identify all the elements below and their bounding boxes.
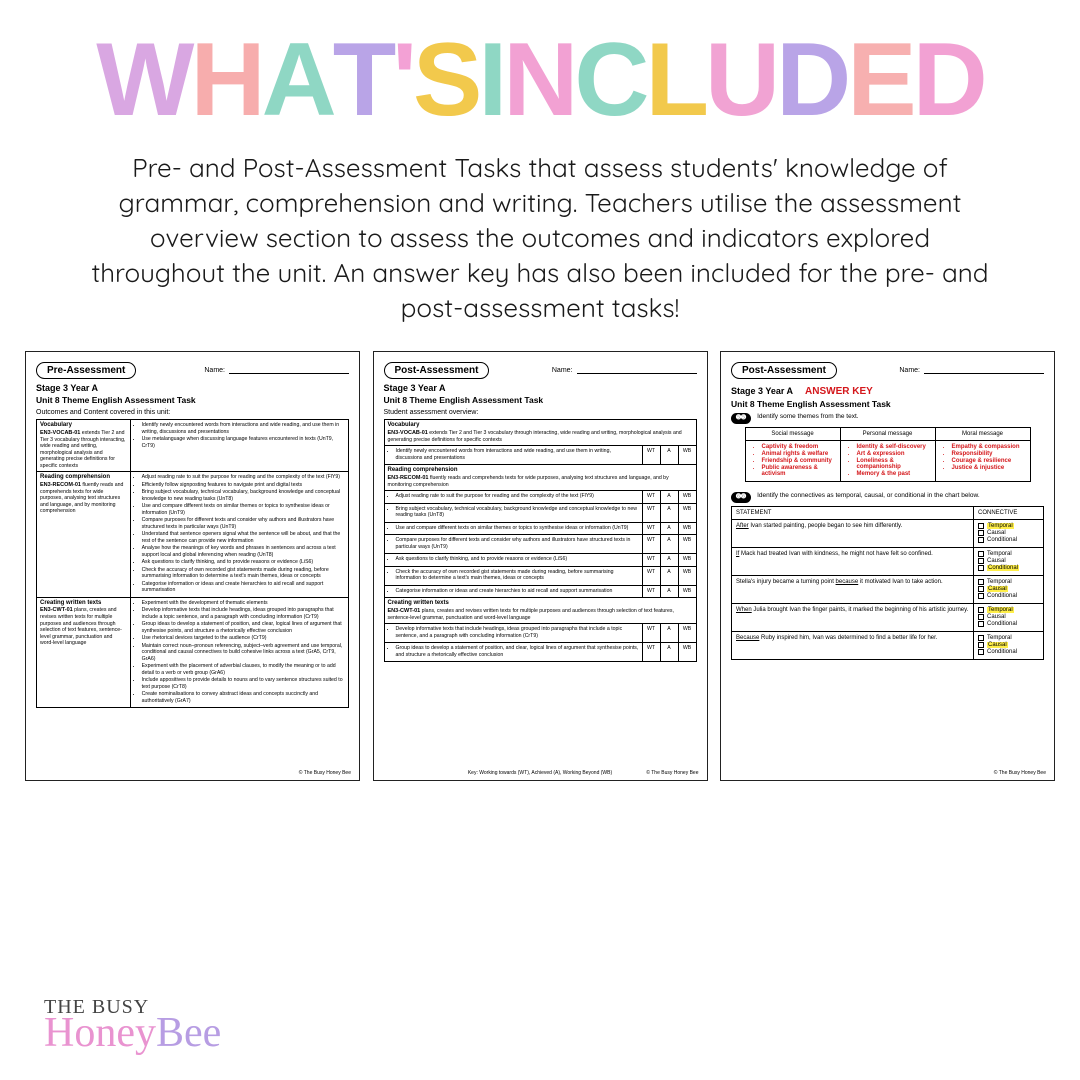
brand-logo: THE BUSY HoneyBee: [44, 999, 221, 1052]
stage-label: Stage 3 Year A: [731, 386, 793, 396]
sheet2-table: VocabularyEN3-VOCAB-01 extends Tier 2 an…: [384, 419, 697, 662]
sheet-pre-assessment: Pre-Assessment Name: Stage 3 Year A Unit…: [25, 351, 360, 781]
sheet1-table: VocabularyEN3-VOCAB-01 extends Tier 2 an…: [36, 419, 349, 708]
stage-label: Stage 3 Year A: [384, 383, 697, 393]
page-title: WHAT'S INCLUDED: [0, 0, 1080, 132]
sheet3-badge: Post-Assessment: [731, 362, 837, 379]
name-label: Name:: [204, 367, 225, 374]
sheet1-badge: Pre-Assessment: [36, 362, 136, 379]
sheet2-sub: Student assessment overview:: [384, 409, 697, 416]
unit-title: Unit 8 Theme English Assessment Task: [384, 395, 697, 405]
unit-title: Unit 8 Theme English Assessment Task: [36, 395, 349, 405]
copyright: © The Busy Honey Bee: [299, 770, 351, 776]
sheet2-badge: Post-Assessment: [384, 362, 490, 379]
sheet1-sub: Outcomes and Content covered in this uni…: [36, 409, 349, 416]
name-label: Name:: [899, 367, 920, 374]
sheet-answer-key: Post-Assessment Name: Stage 3 Year A ANS…: [720, 351, 1055, 781]
answer-key-label: ANSWER KEY: [805, 386, 873, 397]
stage-label: Stage 3 Year A: [36, 383, 349, 393]
copyright: © The Busy Honey Bee: [994, 770, 1046, 776]
q6: ➏➏Identify the connectives as temporal, …: [731, 492, 1044, 503]
name-label: Name:: [552, 367, 573, 374]
worksheets-row: Pre-Assessment Name: Stage 3 Year A Unit…: [25, 351, 1055, 781]
sheet-post-assessment: Post-Assessment Name: Stage 3 Year A Uni…: [373, 351, 708, 781]
logo-line2: HoneyBee: [44, 1016, 221, 1052]
copyright: © The Busy Honey Bee: [646, 770, 698, 776]
q5: ➎➎Identify some themes from the text.: [731, 413, 1044, 424]
connectives-table: STATEMENTCONNECTIVEAfter Ivan started pa…: [731, 506, 1044, 660]
themes-table: Social messagePersonal messageMoral mess…: [745, 427, 1031, 482]
unit-title: Unit 8 Theme English Assessment Task: [731, 399, 1044, 409]
intro-text: Pre- and Post-Assessment Tasks that asse…: [80, 150, 1000, 325]
